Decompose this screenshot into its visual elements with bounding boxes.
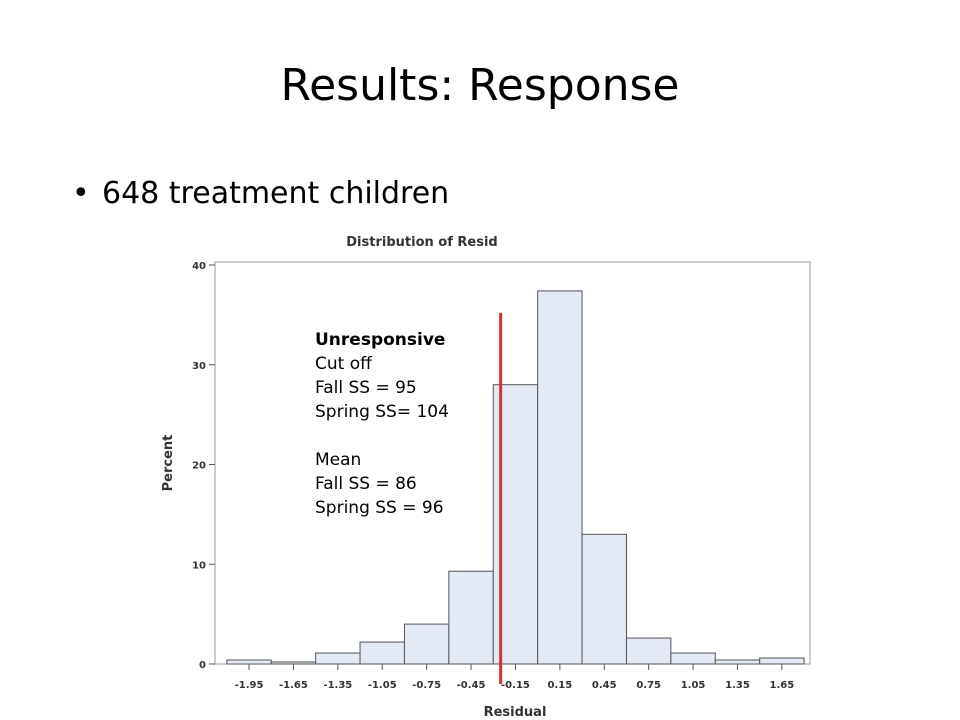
- x-tick-label: 1.05: [681, 680, 706, 691]
- x-tick-label: -1.05: [368, 680, 397, 691]
- histogram-bar: [315, 652, 361, 665]
- histogram-bar: [714, 659, 761, 665]
- x-tick-label: 1.35: [725, 680, 750, 691]
- x-tick-label: -0.45: [457, 680, 486, 691]
- x-tick-label: -0.15: [501, 680, 530, 691]
- y-tick-label: 0: [199, 660, 206, 671]
- histogram-bar: [359, 641, 405, 665]
- annotation-line: Fall SS = 95: [315, 378, 417, 398]
- x-tick-label: 0.75: [636, 680, 661, 691]
- annotation-line: Spring SS= 104: [315, 402, 449, 422]
- annotation-line: Mean: [315, 450, 362, 470]
- histogram-bar: [226, 659, 272, 665]
- x-tick-label: -0.75: [412, 680, 441, 691]
- annotation-heading: Unresponsive: [315, 330, 446, 350]
- y-axis-label: Percent: [161, 435, 176, 492]
- y-tick-label: 20: [192, 461, 206, 472]
- annotation-line: Cut off: [315, 354, 372, 374]
- annotation-line: Spring SS = 96: [315, 498, 444, 518]
- x-tick-label: 1.65: [770, 680, 795, 691]
- histogram-bar: [448, 570, 494, 665]
- x-tick-label: 0.45: [592, 680, 617, 691]
- bullet-item: • 648 treatment children: [72, 176, 449, 211]
- histogram-bar: [270, 661, 317, 665]
- histogram-bar: [625, 637, 672, 665]
- x-axis-label: Residual: [484, 705, 547, 720]
- x-tick-label: -1.65: [279, 680, 308, 691]
- bullet-dot-icon: •: [72, 176, 90, 211]
- x-tick-label: -1.95: [235, 680, 264, 691]
- x-tick-label: 0.15: [548, 680, 573, 691]
- annotation-line: Fall SS = 86: [315, 474, 417, 494]
- y-tick-label: 30: [192, 361, 206, 372]
- chart-title: Distribution of Resid: [346, 235, 497, 250]
- histogram-bar: [581, 533, 627, 665]
- histogram-bar: [759, 657, 805, 665]
- histogram-chart: Distribution of Resid 0 10 20 30 40 -1.95 -1.65…: [161, 235, 811, 720]
- slide-title: Results: Response: [280, 60, 680, 111]
- histogram-bar: [537, 290, 583, 665]
- histogram-bar: [670, 652, 716, 665]
- bullet-text: 648 treatment children: [102, 176, 450, 211]
- chart-annotation: Unresponsive Cut off Fall SS = 95 Spring…: [315, 328, 449, 520]
- histogram-bar: [403, 623, 450, 665]
- x-tick-label: -1.35: [323, 680, 352, 691]
- y-tick-label: 10: [192, 560, 206, 571]
- y-tick-label: 40: [192, 261, 206, 272]
